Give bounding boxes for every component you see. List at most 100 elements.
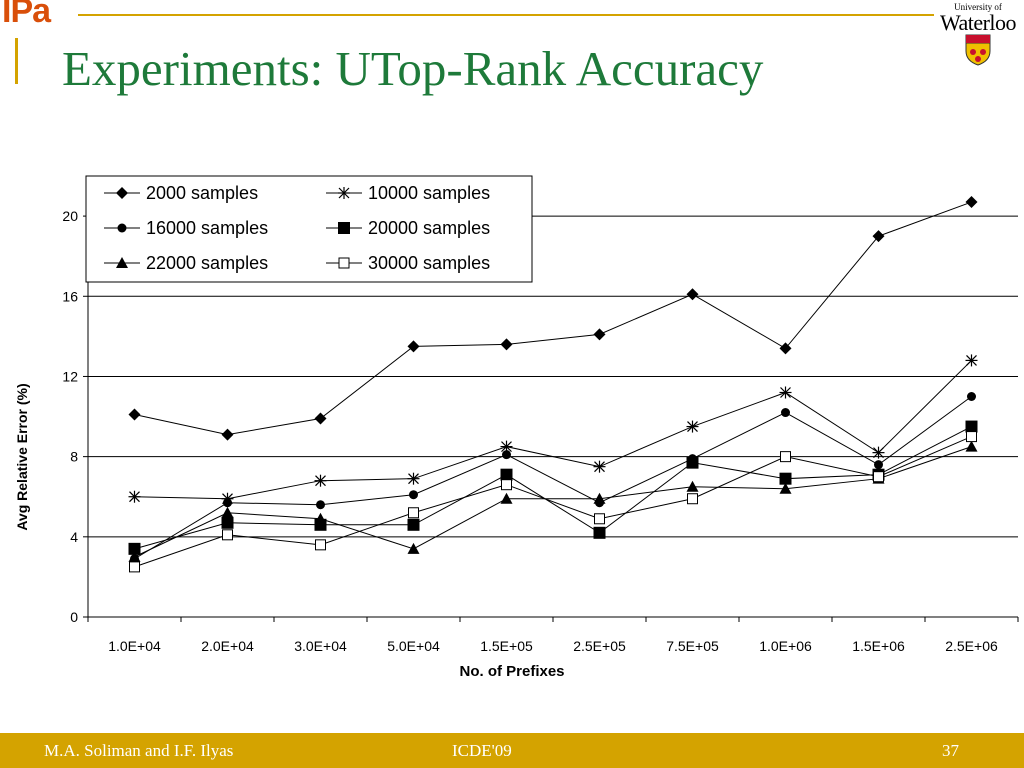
waterloo-crest-icon — [965, 34, 991, 66]
legend-marker — [338, 257, 350, 269]
data-point — [500, 468, 513, 481]
footer-authors: M.A. Soliman and I.F. Ilyas — [44, 741, 234, 760]
legend-label: 10000 samples — [368, 183, 490, 203]
data-point — [315, 539, 326, 551]
ipa-logo: IPa — [0, 0, 80, 40]
data-point — [965, 196, 978, 209]
series-line — [134, 396, 972, 560]
data-point — [779, 472, 792, 485]
data-point — [409, 490, 418, 500]
data-point — [967, 392, 976, 401]
x-tick-label: 2.5E+05 — [573, 638, 626, 654]
x-tick-label: 2.0E+04 — [201, 638, 254, 654]
data-point — [501, 479, 512, 491]
x-tick-label: 1.5E+06 — [852, 638, 905, 654]
legend-label: 20000 samples — [368, 218, 490, 238]
data-point — [407, 472, 420, 485]
legend-marker — [116, 257, 128, 268]
data-point — [500, 492, 513, 504]
data-point — [593, 460, 606, 473]
data-point — [593, 328, 606, 341]
y-tick-label: 4 — [70, 529, 78, 545]
legend-item: 2000 samples — [104, 183, 258, 203]
data-point — [965, 420, 978, 433]
data-point — [500, 338, 513, 351]
header-vertical-rule — [15, 38, 18, 84]
y-tick-label: 12 — [62, 368, 78, 384]
data-point — [779, 342, 792, 355]
data-point — [593, 526, 606, 539]
y-axis-label: Avg Relative Error (%) — [14, 383, 30, 530]
data-point — [781, 408, 790, 418]
legend-marker — [116, 187, 128, 199]
slide-title: Experiments: UTop-Rank Accuracy — [62, 41, 764, 96]
data-point — [314, 474, 327, 487]
series-line — [134, 201, 972, 436]
legend-item: 22000 samples — [104, 253, 268, 273]
legend-label: 22000 samples — [146, 253, 268, 273]
y-tick-label: 8 — [70, 449, 78, 465]
data-point — [221, 506, 234, 518]
line-chart: 0 4 8 12 16 20 1.0E+04 2.0E+04 3.0E+04 5.0E+04 1.5… — [14, 175, 1019, 680]
data-point — [686, 420, 699, 433]
data-point — [128, 550, 141, 562]
data-point — [965, 440, 978, 452]
series-line — [134, 360, 972, 500]
data-point — [128, 542, 141, 555]
data-point — [686, 456, 699, 469]
data-point — [779, 482, 792, 494]
data-point — [594, 513, 605, 525]
legend-marker — [117, 223, 127, 233]
data-point — [593, 492, 606, 504]
data-point — [687, 493, 698, 505]
data-point — [221, 516, 234, 529]
waterloo-wordmark: Waterloo — [939, 10, 1017, 35]
series-line — [134, 436, 972, 568]
ipa-logo-text: IPa — [2, 0, 51, 30]
data-point — [314, 412, 327, 425]
chart-series — [128, 196, 978, 573]
series-line — [134, 446, 972, 558]
x-tick-label: 1.5E+05 — [480, 638, 533, 654]
data-point — [872, 446, 885, 459]
footer-page-number: 37 — [942, 741, 959, 760]
data-point — [408, 507, 419, 519]
data-point — [221, 428, 234, 441]
data-point — [128, 408, 141, 421]
legend-item: 10000 samples — [326, 183, 490, 203]
x-tick-label: 2.5E+06 — [945, 638, 998, 654]
header-rule — [78, 14, 934, 16]
legend-marker — [338, 222, 350, 234]
university-of-label: University of — [954, 2, 1002, 12]
data-point — [407, 340, 420, 353]
chart-legend: 2000 samples 10000 samples 16000 samples 20… — [85, 175, 533, 283]
x-tick-label: 1.0E+06 — [759, 638, 812, 654]
x-tick-label: 1.0E+04 — [108, 638, 161, 654]
legend-label: 2000 samples — [146, 183, 258, 203]
series-20000-samples — [128, 420, 978, 555]
y-tick-label: 0 — [70, 609, 78, 625]
data-point — [222, 529, 233, 541]
data-point — [780, 451, 791, 463]
data-point — [872, 230, 885, 243]
legend-item: 16000 samples — [104, 218, 268, 238]
footer-bar: M.A. Soliman and I.F. Ilyas ICDE'09 37 — [0, 733, 1024, 768]
series-10000-samples — [128, 354, 978, 505]
legend-label: 16000 samples — [146, 218, 268, 238]
data-point — [686, 480, 699, 492]
data-point — [779, 386, 792, 399]
series-line — [134, 426, 972, 550]
x-axis-label: No. of Prefixes — [459, 663, 564, 680]
legend-marker — [338, 187, 350, 199]
series-2000-samples — [128, 196, 978, 441]
data-point — [873, 471, 884, 483]
data-point — [874, 460, 883, 470]
data-point — [314, 512, 327, 524]
data-point — [686, 288, 699, 301]
y-tick-label: 16 — [62, 288, 78, 304]
data-point — [223, 498, 232, 508]
series-22000-samples — [128, 440, 978, 562]
waterloo-logo: University of Waterloo — [935, 2, 1021, 66]
legend-label: 30000 samples — [368, 253, 490, 273]
data-point — [965, 354, 978, 367]
